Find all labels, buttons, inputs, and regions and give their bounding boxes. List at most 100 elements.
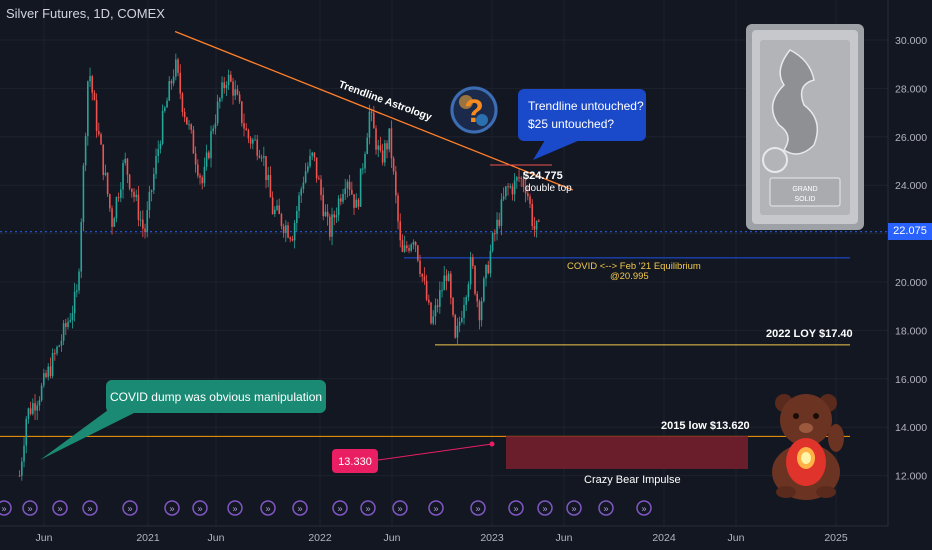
candle-body bbox=[254, 139, 256, 141]
candle-body bbox=[412, 241, 415, 245]
candle-body bbox=[421, 273, 424, 277]
y-tick-label: 30.000 bbox=[895, 35, 927, 47]
candle-body bbox=[344, 188, 347, 195]
candle-body bbox=[117, 197, 120, 199]
bear-impulse-box[interactable] bbox=[506, 436, 748, 469]
candle-body bbox=[434, 305, 437, 317]
candle-body bbox=[456, 325, 459, 338]
candle-body bbox=[432, 316, 435, 324]
candle-body bbox=[285, 225, 287, 233]
candle-body bbox=[128, 174, 131, 189]
event-marker-icon bbox=[332, 500, 348, 516]
event-marker-icon bbox=[227, 500, 243, 516]
candle-body bbox=[115, 197, 118, 219]
double-top-label: double top bbox=[525, 183, 572, 194]
candle-body bbox=[150, 190, 153, 192]
candle-body bbox=[406, 245, 408, 249]
candle-body bbox=[91, 76, 94, 93]
candle-body bbox=[518, 177, 520, 179]
candle-body bbox=[291, 239, 294, 241]
candle-body bbox=[274, 209, 276, 215]
candle-body bbox=[21, 461, 23, 476]
candle-body bbox=[190, 124, 193, 130]
x-tick-label: Jun bbox=[556, 532, 573, 544]
candle-body bbox=[32, 403, 34, 414]
candle-body bbox=[23, 445, 25, 462]
candle-body bbox=[331, 214, 333, 237]
event-marker-glyph: » bbox=[365, 504, 370, 514]
candle-body bbox=[234, 89, 237, 96]
x-tick-label: 2024 bbox=[652, 532, 676, 544]
candle-body bbox=[423, 276, 426, 281]
candle-body bbox=[153, 174, 155, 191]
bar-text-1: GRAND bbox=[792, 186, 817, 193]
candle-body bbox=[80, 222, 83, 272]
y-tick-label: 12.000 bbox=[895, 471, 927, 483]
event-marker-glyph: » bbox=[27, 504, 32, 514]
event-marker-glyph: » bbox=[603, 504, 608, 514]
candle-body bbox=[494, 233, 496, 235]
event-marker-icon bbox=[164, 500, 180, 516]
event-marker-icon bbox=[122, 500, 138, 516]
candle-body bbox=[516, 177, 518, 181]
candle-body bbox=[368, 111, 371, 138]
y-tick-label: 14.000 bbox=[895, 422, 927, 434]
candle-body bbox=[388, 128, 391, 150]
candle-body bbox=[505, 186, 507, 197]
candle-body bbox=[113, 218, 116, 227]
candle-body bbox=[148, 191, 151, 211]
red-bear-image bbox=[772, 394, 844, 500]
candle-body bbox=[236, 89, 239, 95]
event-marker-glyph: » bbox=[641, 504, 646, 514]
candle-body bbox=[109, 194, 111, 209]
candle-body bbox=[329, 216, 331, 237]
event-marker-glyph: » bbox=[127, 504, 132, 514]
candle-body bbox=[45, 373, 47, 378]
candle-body bbox=[472, 257, 474, 267]
candle-body bbox=[390, 128, 393, 159]
candle-body bbox=[425, 280, 428, 300]
candle-body bbox=[232, 81, 234, 96]
trend-callout[interactable] bbox=[518, 89, 646, 141]
candle-body bbox=[104, 172, 107, 175]
candle-body bbox=[106, 172, 109, 195]
candle-body bbox=[496, 219, 498, 234]
candle-body bbox=[370, 111, 373, 113]
candle-body bbox=[483, 278, 485, 302]
trend-callout-pointer bbox=[533, 140, 580, 160]
candle-body bbox=[247, 130, 250, 139]
candle-body bbox=[439, 290, 441, 307]
candle-body bbox=[307, 166, 309, 172]
event-marker-glyph: » bbox=[475, 504, 480, 514]
candle-body bbox=[27, 408, 30, 419]
candle-body bbox=[133, 191, 135, 197]
candle-body bbox=[408, 248, 410, 251]
candle-body bbox=[348, 181, 351, 190]
candle-body bbox=[157, 149, 160, 157]
last-price-tag: 22.075 bbox=[888, 223, 932, 240]
event-marker-icon bbox=[360, 500, 376, 516]
trendline[interactable] bbox=[174, 30, 574, 191]
candle-body bbox=[201, 177, 204, 184]
candle-body bbox=[241, 101, 243, 124]
candle-body bbox=[252, 139, 254, 144]
candle-body bbox=[454, 315, 457, 338]
x-tick-label: Jun bbox=[384, 532, 401, 544]
candle-body bbox=[373, 112, 375, 129]
x-tick-label: 2021 bbox=[136, 532, 160, 544]
candle-body bbox=[82, 165, 85, 223]
event-marker-icon bbox=[508, 500, 524, 516]
covid-callout[interactable] bbox=[106, 380, 326, 413]
candle-body bbox=[527, 193, 529, 197]
candle-body bbox=[102, 144, 105, 175]
candle-body bbox=[340, 198, 342, 202]
candle-body bbox=[524, 186, 527, 194]
price-marker[interactable] bbox=[332, 449, 378, 473]
candle-body bbox=[223, 82, 226, 89]
question-orb-icon: ? bbox=[450, 86, 498, 134]
event-marker-icon bbox=[292, 500, 308, 516]
candle-body bbox=[417, 245, 419, 261]
x-tick-label: 2023 bbox=[480, 532, 504, 544]
candle-body bbox=[450, 273, 452, 298]
